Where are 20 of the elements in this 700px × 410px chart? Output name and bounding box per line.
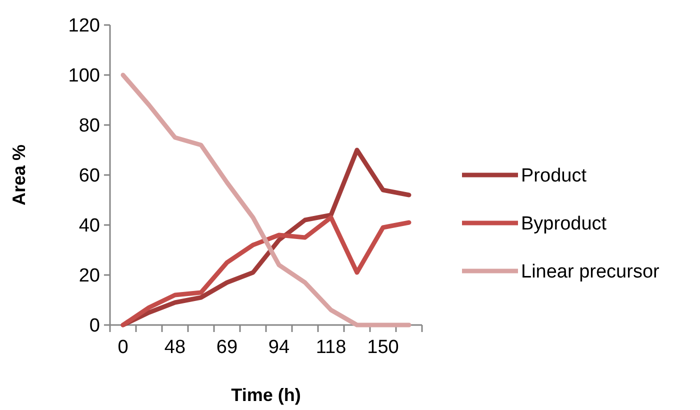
x-axis-title: Time (h) <box>231 385 301 405</box>
x-tick-label: 0 <box>118 337 128 358</box>
y-tick-label: 120 <box>68 16 100 37</box>
y-tick-label: 100 <box>68 66 100 87</box>
y-tick-label: 60 <box>78 166 100 187</box>
x-tick-label: 94 <box>268 337 290 358</box>
y-tick-label: 40 <box>78 216 100 237</box>
x-tick-label: 118 <box>316 337 346 358</box>
y-axis-title: Area % <box>9 144 29 206</box>
x-tick-label: 69 <box>216 337 238 358</box>
line-series <box>120 215 412 328</box>
y-tick-label: 20 <box>78 266 100 287</box>
y-tick-label: 80 <box>78 116 100 137</box>
line-series <box>120 72 412 328</box>
legend-label: Product <box>521 166 588 187</box>
legend-label: Byproduct <box>521 214 608 235</box>
x-tick-label: 48 <box>164 337 186 358</box>
y-tick-label: 0 <box>89 316 100 337</box>
legend-label: Linear precursor <box>521 262 660 283</box>
x-tick-label: 150 <box>367 337 399 358</box>
